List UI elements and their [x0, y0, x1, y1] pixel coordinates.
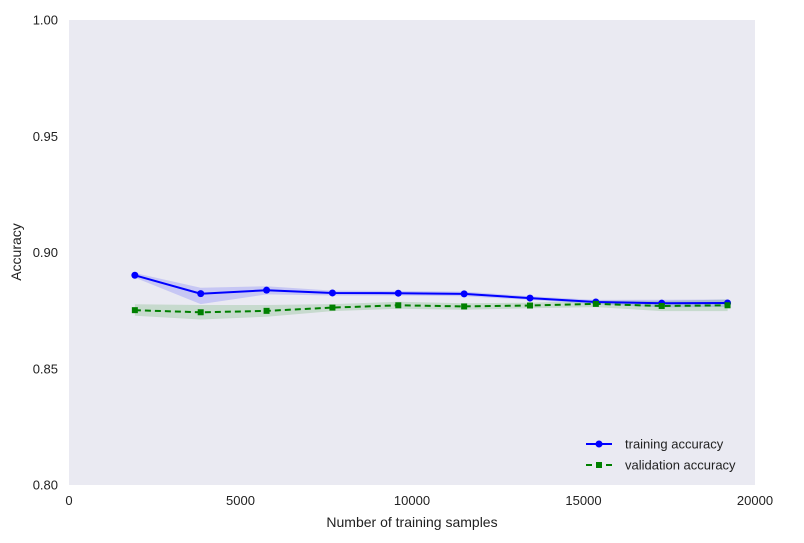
x-tick-label: 5000: [226, 493, 255, 508]
validation-accuracy-point: [461, 303, 468, 310]
legend: training accuracy validation accuracy: [586, 437, 736, 473]
y-tick-label: 0.90: [33, 245, 58, 260]
validation-accuracy-point: [395, 302, 402, 309]
legend-swatch-validation-marker: [596, 462, 602, 468]
legend-label-training: training accuracy: [625, 437, 724, 452]
y-tick-label: 0.80: [33, 478, 58, 493]
validation-accuracy-line: [134, 302, 728, 314]
y-axis-ticks: 0.80 0.85 0.90 0.95 1.00: [33, 13, 58, 493]
validation-accuracy-point: [592, 300, 599, 307]
x-axis-ticks: 0 5000 10000 15000 20000: [65, 493, 773, 508]
x-tick-label: 15000: [565, 493, 601, 508]
validation-accuracy-point: [131, 307, 138, 314]
x-tick-label: 20000: [737, 493, 773, 508]
validation-accuracy-point: [197, 309, 204, 316]
y-tick-label: 0.95: [33, 129, 58, 144]
validation-accuracy-point: [526, 302, 533, 309]
legend-swatch-training-marker: [595, 440, 603, 448]
training-accuracy-line: [134, 274, 728, 305]
validation-accuracy-point: [724, 302, 731, 309]
plot-area: [69, 20, 755, 485]
validation-accuracy-point: [329, 304, 336, 311]
training-accuracy-point: [328, 289, 336, 297]
y-tick-label: 0.85: [33, 361, 58, 376]
x-axis-title: Number of training samples: [326, 514, 497, 530]
series-markers: [131, 271, 732, 316]
x-tick-label: 10000: [394, 493, 430, 508]
training-accuracy-point: [263, 286, 271, 294]
series-lines: [134, 274, 728, 314]
validation-accuracy-point: [263, 307, 270, 314]
legend-label-validation: validation accuracy: [625, 458, 736, 473]
x-tick-label: 0: [65, 493, 72, 508]
validation-accuracy-point: [658, 302, 665, 309]
y-tick-label: 1.00: [33, 13, 58, 28]
training-accuracy-point: [526, 294, 534, 302]
training-accuracy-point: [131, 271, 139, 279]
y-axis-title: Accuracy: [8, 223, 24, 281]
training-accuracy-point: [394, 289, 402, 297]
training-accuracy-point: [197, 290, 205, 298]
training-accuracy-point: [460, 290, 468, 298]
